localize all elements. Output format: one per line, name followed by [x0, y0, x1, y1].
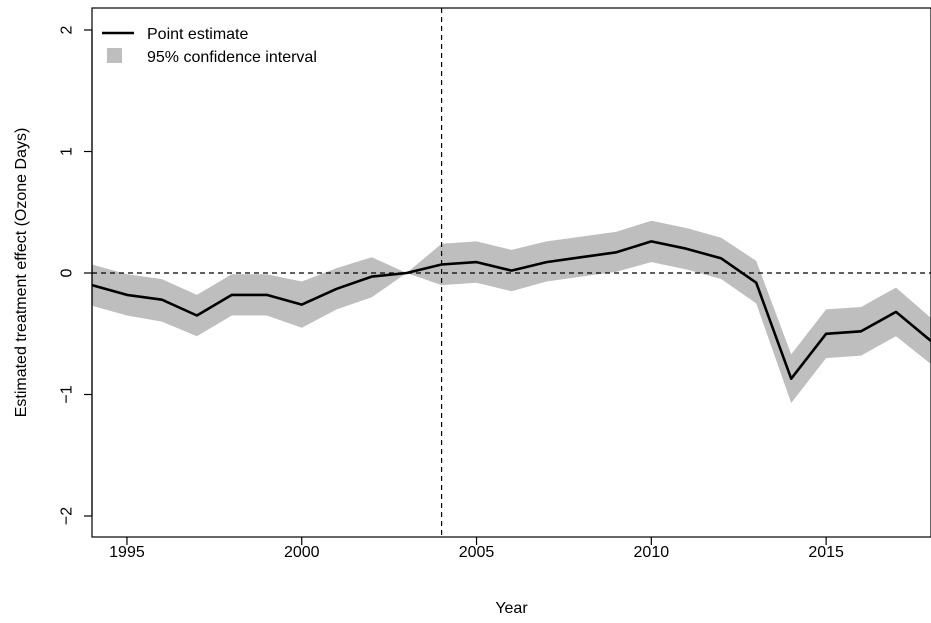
x-tick-label: 2000 — [284, 544, 320, 561]
y-axis: −2 −1 0 1 2 — [59, 25, 93, 525]
y-axis-label: Estimated treatment effect (Ozone Days) — [13, 128, 30, 418]
x-axis: 1995 2000 2005 2010 2015 — [109, 537, 844, 561]
legend-band-swatch — [107, 48, 122, 63]
x-tick-label: 2010 — [634, 544, 670, 561]
x-tick-label: 2015 — [808, 544, 844, 561]
point-estimate-line — [92, 240, 931, 380]
y-tick-label: 0 — [59, 268, 76, 277]
y-tick-label: −1 — [59, 385, 76, 403]
x-tick-label: 2005 — [459, 544, 495, 561]
x-axis-label: Year — [495, 600, 528, 617]
plot-area — [92, 8, 931, 537]
x-tick-label: 1995 — [109, 544, 145, 561]
legend: Point estimate 95% confidence interval — [102, 26, 317, 66]
y-tick-label: −2 — [59, 507, 76, 525]
confidence-interval-band — [92, 220, 931, 403]
y-tick-label: 2 — [59, 25, 76, 34]
legend-label-point-estimate: Point estimate — [147, 26, 248, 43]
legend-label-confidence-interval: 95% confidence interval — [147, 49, 317, 66]
y-tick-label: 1 — [59, 147, 76, 156]
